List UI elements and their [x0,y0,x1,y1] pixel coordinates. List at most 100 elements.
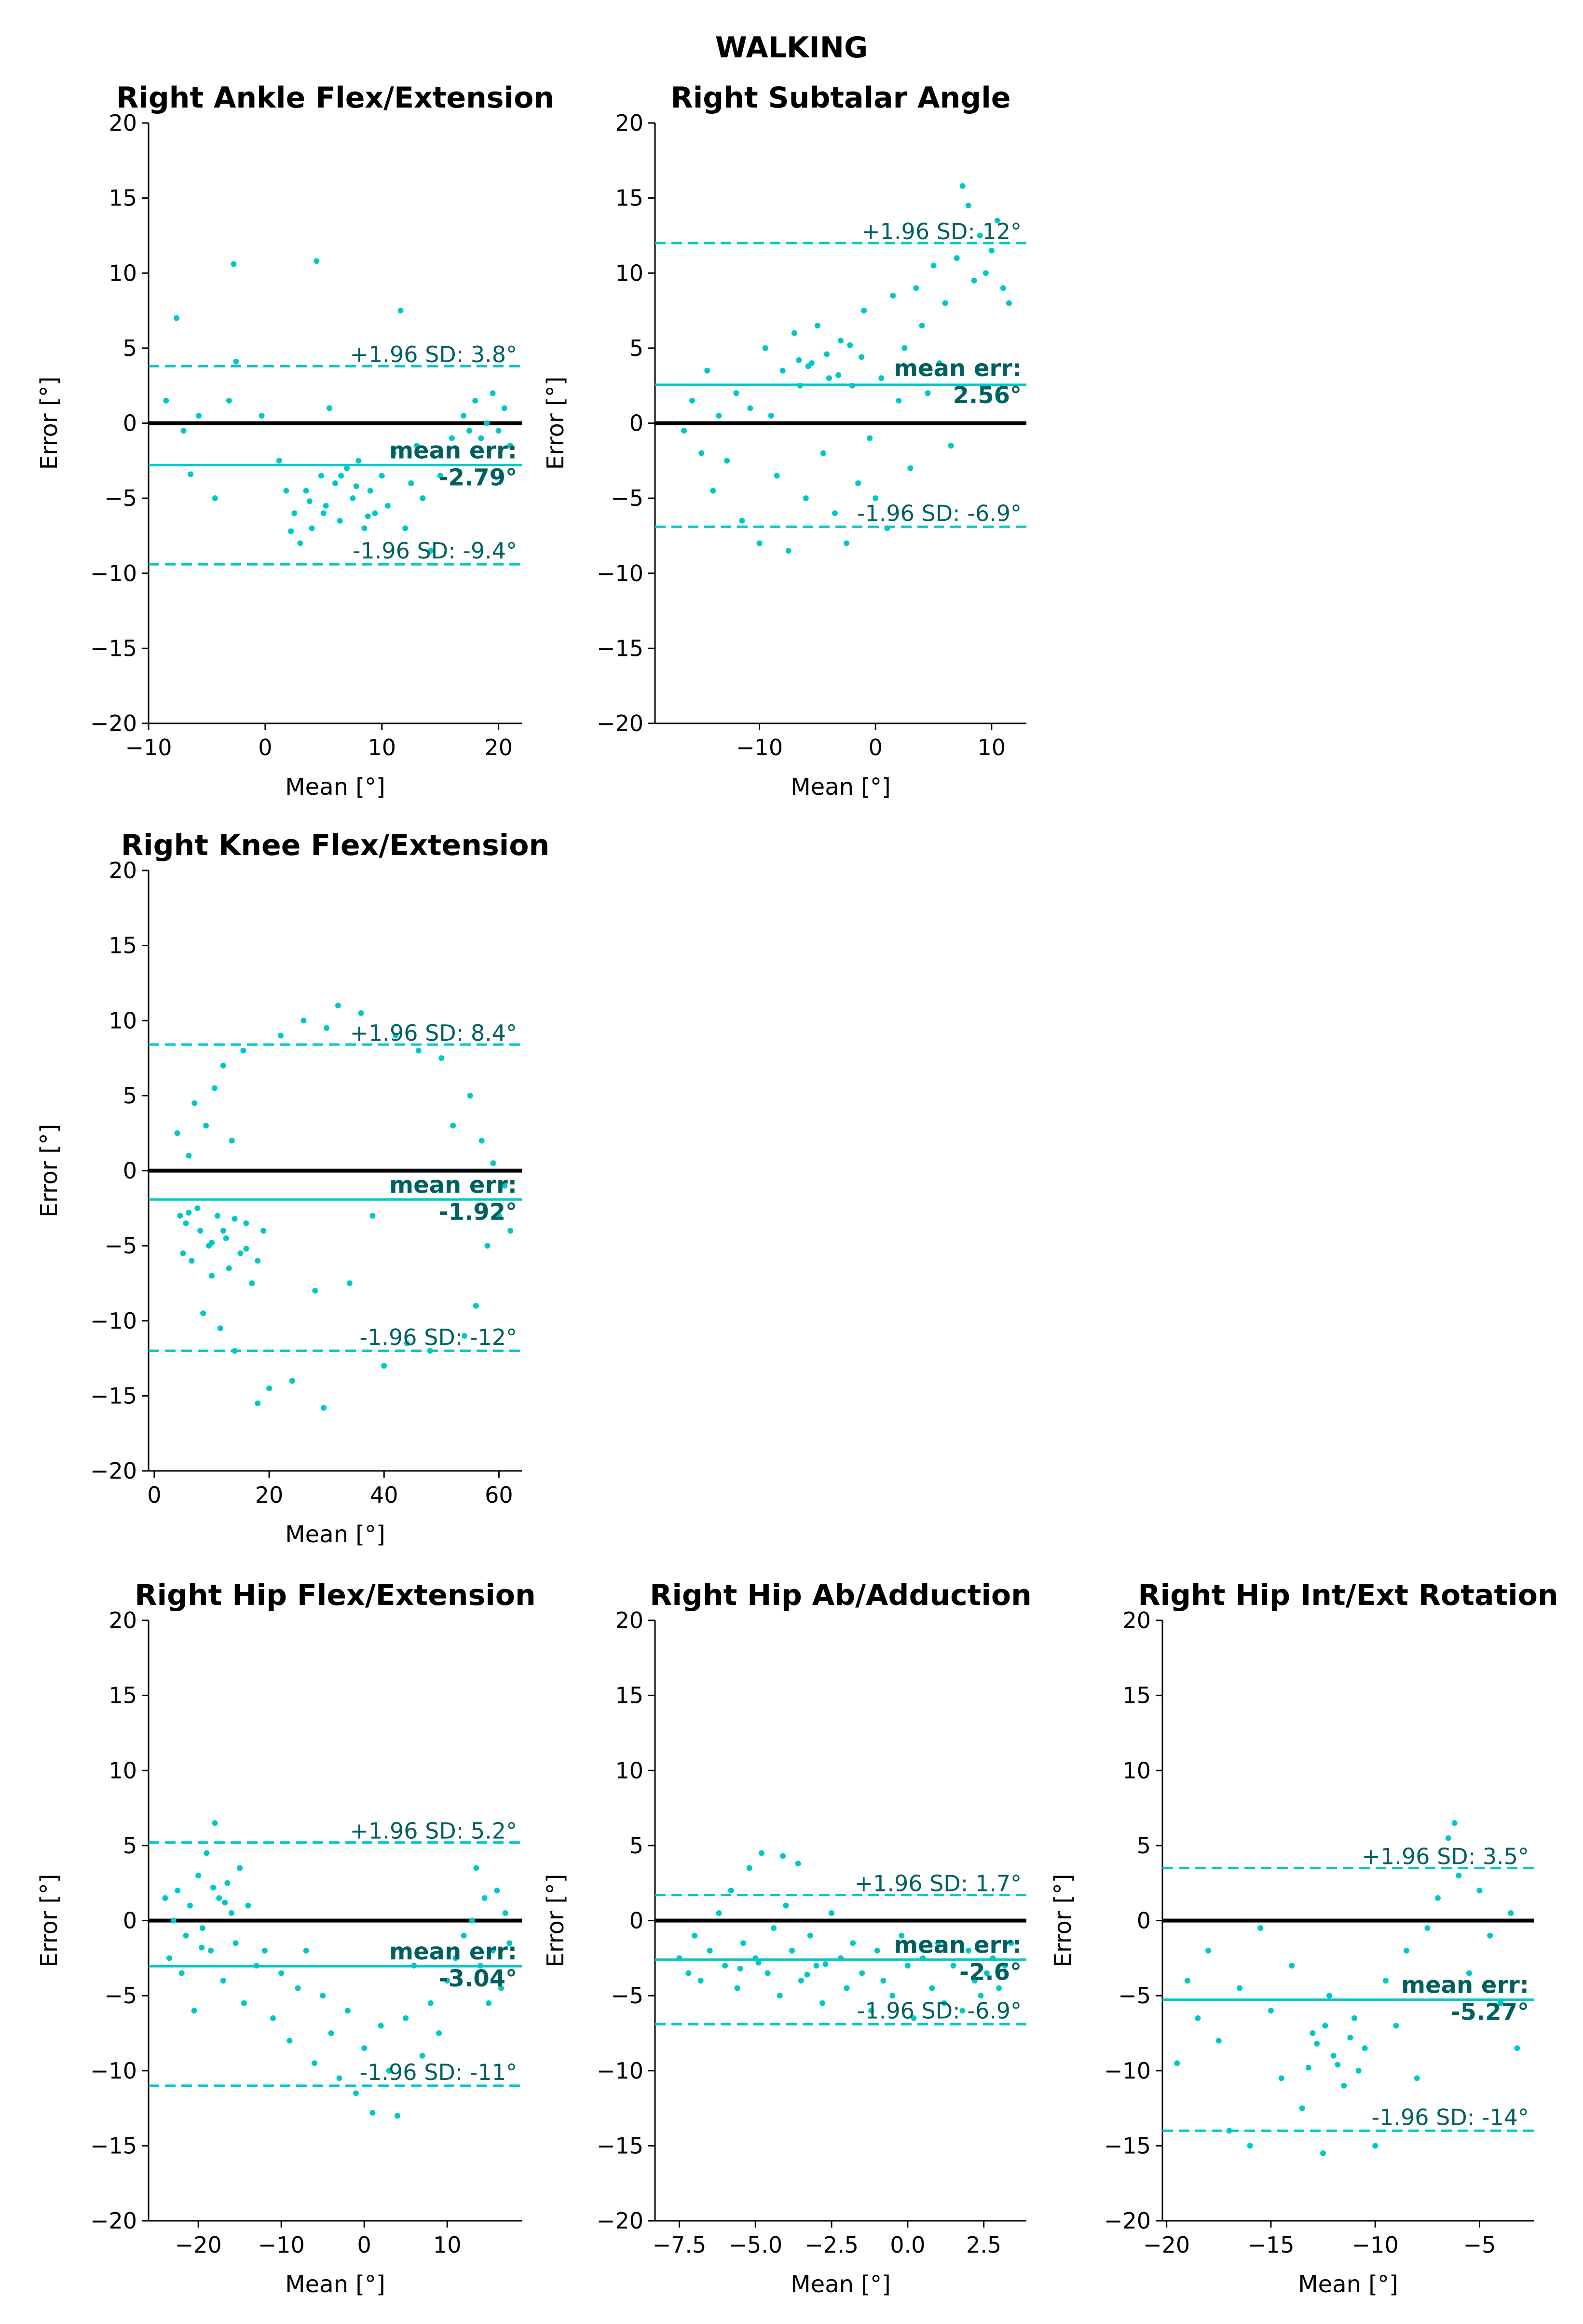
data-point [1487,1932,1493,1939]
data-point [324,1025,330,1031]
data-point [191,2008,197,2014]
data-point [896,397,902,404]
x-tick-label: −5.0 [728,2232,782,2258]
data-point [420,495,426,502]
data-point [1310,2030,1316,2036]
data-point [1226,2128,1232,2134]
data-point [1445,1835,1451,1841]
x-tick-label: −20 [175,2232,222,2258]
data-point [904,1962,911,1969]
y-tick-label: 15 [1122,1683,1151,1709]
data-point [1497,2000,1503,2006]
data-point [438,1055,445,1061]
data-point [353,2090,359,2096]
data-point [826,375,832,381]
y-tick-label: 0 [629,1908,643,1934]
data-point [762,345,768,351]
data-point [838,1955,844,1961]
data-point [850,1940,856,1946]
y-tick-label: 10 [615,1757,643,1783]
y-tick-label: 20 [615,1607,643,1633]
data-point [231,261,237,267]
y-tick-label: −10 [1104,2058,1151,2084]
data-point [419,2052,425,2059]
data-point [183,1932,189,1939]
data-point [1372,2143,1378,2149]
y-tick-label: −10 [90,560,137,586]
data-point [1351,2015,1357,2021]
x-axis-label: Mean [°] [285,2271,385,2298]
data-point [936,360,942,366]
data-point [789,1947,795,1954]
data-point [312,2060,317,2066]
lower-loa-label: -1.96 SD: -6.9° [857,1998,1022,2024]
data-point [1184,1978,1190,1984]
chart-title: Right Knee Flex/Extension [121,829,549,862]
data-point [495,428,502,434]
data-point [344,2008,351,2014]
data-point [844,1985,850,1991]
data-point [208,1947,214,1954]
data-point [498,1985,504,1991]
data-point [874,1947,880,1954]
data-point [859,354,865,360]
data-point [415,1047,422,1054]
data-point [1237,1985,1243,1991]
data-point [950,1962,956,1969]
data-point [255,1258,261,1264]
data-point [689,397,695,404]
data-point [260,1228,267,1234]
data-point [805,363,811,369]
data-point [756,540,763,546]
data-point [994,217,1000,224]
x-tick-label: 10 [433,2232,462,2258]
data-point [240,1047,246,1054]
data-point [930,262,937,269]
data-point [200,1310,206,1317]
data-point [402,525,409,531]
y-tick-label: 5 [629,335,643,361]
data-point [187,1903,193,1909]
x-tick-label: −10 [736,734,783,761]
x-tick-label: −10 [125,734,172,761]
data-point [277,1033,284,1039]
data-point [303,488,309,494]
data-point [746,1865,752,1871]
data-point [291,510,298,516]
x-tick-label: −15 [1247,2232,1294,2258]
data-point [692,1932,698,1939]
data-point [232,1216,238,1222]
y-tick-label: 20 [109,1607,137,1633]
y-axis-label: Error [°] [36,1874,63,1968]
data-point [507,1228,514,1234]
data-point [913,285,919,291]
data-point [878,375,885,381]
data-point [1456,1873,1462,1879]
data-point [346,1280,353,1286]
data-point [959,183,966,189]
data-point [971,1978,978,1984]
data-point [162,1895,168,1901]
data-point [807,1932,813,1939]
data-point [261,1947,268,1954]
data-point [1320,2150,1326,2156]
data-point [217,1325,223,1332]
chart-title: Right Ankle Flex/Extension [116,81,554,115]
data-point [1466,1970,1472,1976]
y-axis-label: Error [°] [36,377,63,470]
data-point [758,1850,764,1856]
data-point [309,525,315,531]
mean-error-value: -2.6° [959,1958,1022,1985]
data-point [288,528,294,534]
data-point [484,420,490,426]
y-tick-label: −5 [1118,1983,1151,2009]
data-point [734,1985,740,1991]
data-point [1002,1962,1008,1969]
y-tick-label: −15 [597,635,643,661]
data-point [344,465,350,471]
data-point [224,1880,231,1886]
data-point [780,1853,786,1859]
data-point [461,1332,467,1339]
data-point [183,1220,189,1226]
y-tick-label: −10 [597,2058,643,2084]
